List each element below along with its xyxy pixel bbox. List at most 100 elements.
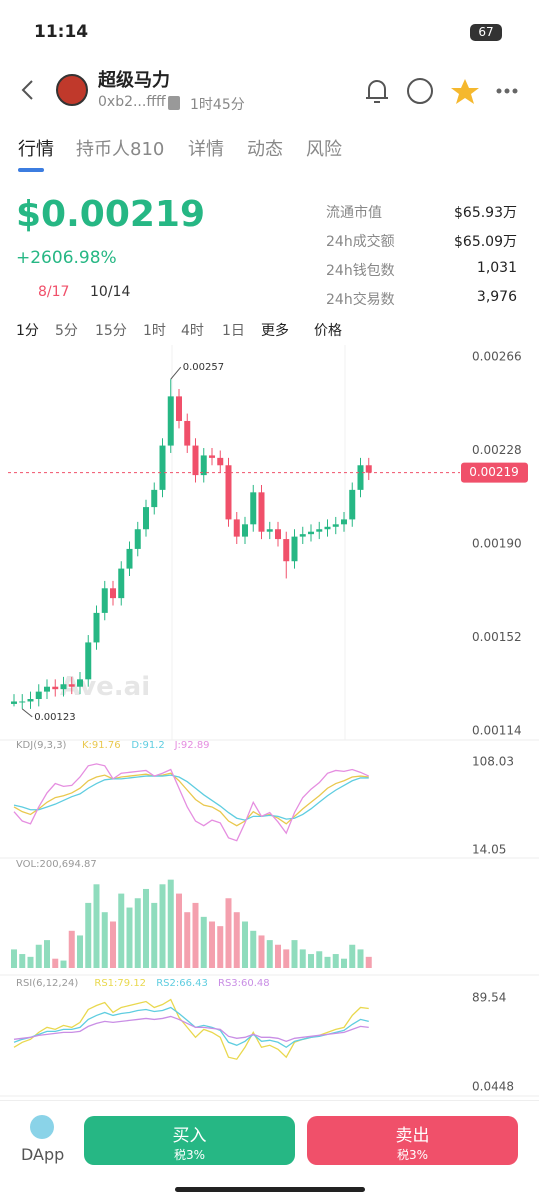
- tab[interactable]: 行情: [18, 139, 54, 160]
- tab[interactable]: 风险: [306, 139, 342, 160]
- volume-bar: [151, 902, 158, 968]
- candle: [35, 691, 42, 700]
- volume-bar: [283, 949, 290, 968]
- series-line: [13, 772, 369, 827]
- pane-title: VOL:200,694.87: [16, 859, 97, 870]
- y-tick-label: 0.0448: [472, 1080, 514, 1094]
- candle: [52, 686, 59, 690]
- sell-tax: 税3%: [396, 1148, 429, 1162]
- interval[interactable]: 4时: [181, 323, 204, 339]
- gauge[interactable]: [407, 78, 433, 104]
- sell-button[interactable]: 卖出 税3%: [307, 1116, 518, 1165]
- holders-ratio: 8/17: [38, 284, 70, 300]
- interval[interactable]: 价格: [314, 323, 342, 339]
- back-button[interactable]: [18, 78, 38, 102]
- volume-bar: [126, 907, 133, 968]
- volume-bar: [316, 951, 323, 968]
- stat-value: $65.93万: [454, 205, 517, 221]
- volume-bar: [68, 930, 75, 968]
- candle: [118, 568, 125, 599]
- volume-bar: [52, 958, 59, 968]
- volume-bar: [299, 949, 306, 968]
- candle: [134, 529, 141, 549]
- volume-bar: [357, 949, 364, 968]
- candle: [233, 519, 240, 537]
- more[interactable]: [496, 88, 518, 94]
- token-icon: [56, 74, 88, 106]
- candle: [44, 686, 50, 692]
- interval[interactable]: 1日: [222, 323, 245, 339]
- interval[interactable]: 1时: [143, 323, 166, 339]
- volume-bar: [110, 921, 116, 968]
- bell[interactable]: [366, 80, 388, 103]
- y-tick-label: 0.00190: [472, 537, 522, 551]
- candle: [242, 524, 248, 537]
- volume-bar: [118, 893, 125, 968]
- y-tick-label: 108.03: [472, 755, 514, 769]
- candle: [349, 489, 356, 520]
- favorite[interactable]: [451, 79, 479, 104]
- candle: [217, 457, 224, 466]
- volume-bar: [332, 954, 339, 968]
- buy-label: 买入: [172, 1126, 207, 1146]
- pane-title: KDJ(9,3,3): [16, 740, 67, 751]
- y-tick-label: 0.00114: [472, 724, 522, 738]
- candle: [68, 684, 75, 687]
- stat-value: $65.09万: [454, 234, 517, 250]
- y-tick-label: 0.00266: [472, 350, 522, 364]
- volume-bar: [233, 912, 240, 968]
- interval[interactable]: 更多: [261, 323, 289, 339]
- interval[interactable]: 1分: [16, 323, 39, 339]
- candle: [308, 531, 314, 535]
- candle: [159, 445, 166, 490]
- home-indicator: [175, 1187, 365, 1192]
- interval[interactable]: 5分: [55, 323, 78, 339]
- header-actions: [366, 78, 518, 104]
- candle: [266, 529, 273, 532]
- max-label: 0.00257: [183, 362, 224, 373]
- buy-button[interactable]: 买入 税3%: [84, 1116, 295, 1165]
- copy-icon[interactable]: [168, 96, 180, 110]
- y-tick-label: 14.05: [472, 843, 506, 857]
- volume-bar: [250, 930, 257, 968]
- stat-label: 流通市值: [326, 205, 382, 221]
- candle: [77, 679, 83, 687]
- volume-bar: [85, 902, 92, 968]
- tab[interactable]: 详情: [188, 139, 224, 160]
- volume-bar: [143, 888, 149, 968]
- token-address[interactable]: 0xb2...ffff: [98, 94, 166, 110]
- candle: [192, 445, 199, 476]
- legend-label: RS3:60.48: [218, 978, 270, 989]
- dapp-icon[interactable]: [30, 1115, 54, 1139]
- pane-title: RSI(6,12,24): [16, 978, 78, 989]
- token-title: 超级马力: [98, 70, 170, 91]
- candle: [60, 684, 67, 690]
- candle: [184, 420, 191, 446]
- stat-label: 24h钱包数: [326, 263, 395, 279]
- legend-label: D:91.2: [131, 740, 164, 751]
- candle: [176, 396, 182, 421]
- volume-bar: [93, 884, 100, 968]
- volume-bar: [176, 893, 182, 968]
- dapp-label[interactable]: DApp: [21, 1145, 65, 1164]
- volume-bar: [217, 926, 224, 968]
- min-label: 0.00123: [34, 712, 75, 723]
- tab[interactable]: 持币人810: [76, 139, 165, 160]
- interval[interactable]: 15分: [95, 323, 127, 339]
- volume-bar: [365, 956, 372, 968]
- candle: [299, 534, 306, 537]
- series-line: [13, 1006, 369, 1049]
- volume-bar: [192, 902, 199, 968]
- candle: [365, 465, 372, 473]
- volume-bar: [324, 956, 331, 968]
- candle: [258, 492, 265, 532]
- tab[interactable]: 动态: [247, 139, 283, 160]
- candle: [11, 701, 17, 704]
- price-change: +2606.98%: [16, 248, 117, 268]
- status-time: 11:14: [34, 22, 89, 42]
- legend-label: RS2:66.43: [156, 978, 208, 989]
- buy-tax: 税3%: [173, 1148, 206, 1162]
- top-ratio[interactable]: 10/14: [90, 284, 131, 300]
- y-tick-label: 89.54: [472, 991, 506, 1005]
